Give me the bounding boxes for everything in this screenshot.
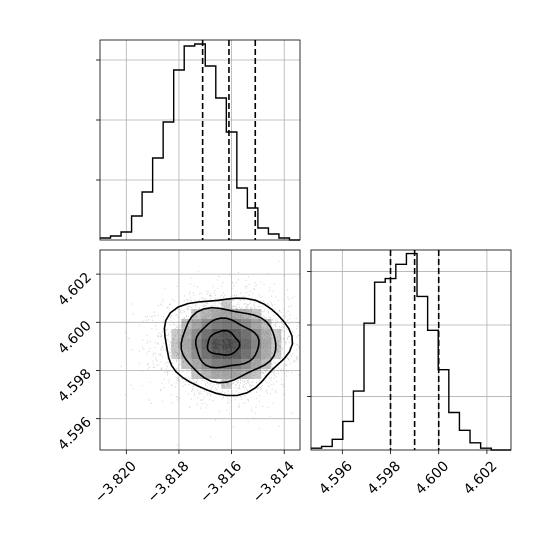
histogram-param-2 <box>311 252 511 451</box>
hist-panel-param-2: 4.596 4.598 4.600 4.602 <box>307 249 512 498</box>
contour-level-3 <box>180 306 277 384</box>
density-cell <box>201 308 212 319</box>
density-cell <box>251 358 262 369</box>
density-cell <box>231 328 242 339</box>
density-cell <box>231 368 242 379</box>
density-cell <box>221 368 232 379</box>
density-cell <box>231 318 242 329</box>
density-cell <box>211 338 222 349</box>
density-cell <box>221 318 232 329</box>
xtick-label-2-3: 4.602 <box>461 458 501 498</box>
density-cell <box>211 368 222 379</box>
density-cell <box>221 338 232 349</box>
contour-level-1 <box>206 329 241 356</box>
histogram-param-1 <box>100 43 300 241</box>
xtick-label-2-1: 4.598 <box>364 458 404 498</box>
density-cell <box>191 308 202 319</box>
density-cell <box>181 338 192 349</box>
density-cell <box>211 308 222 319</box>
density-cell <box>191 318 202 329</box>
density-cell <box>261 348 272 359</box>
density-cell <box>201 328 212 339</box>
xtick-label-2-0: 4.596 <box>316 458 356 498</box>
density-cell <box>271 348 282 359</box>
density-cell <box>221 348 232 359</box>
hist-panel-param-2-frame <box>310 249 512 451</box>
density-cell <box>221 378 232 389</box>
density-cell <box>211 328 222 339</box>
density-cell <box>221 358 232 369</box>
density-cell <box>241 358 252 369</box>
density-cell <box>181 318 192 329</box>
density-cell <box>231 358 242 369</box>
density-cell <box>171 328 182 339</box>
density-cell <box>221 298 232 309</box>
joint-xtick-label-1: −3.818 <box>145 458 193 506</box>
density-cell <box>191 348 202 359</box>
density-cell <box>201 358 212 369</box>
contour-level-2 <box>195 317 260 369</box>
density-cell <box>191 358 202 369</box>
scatter-panel-joint: −3.820 −3.818 −3.816 −3.814 4.596 4.598 4.600… <box>55 249 301 506</box>
hist-panel-param-1 <box>96 39 301 241</box>
density-cell <box>221 308 232 319</box>
density-cell <box>251 318 262 329</box>
scatter-panel-joint-frame <box>99 249 301 451</box>
density-cell <box>251 338 262 349</box>
density-cell <box>211 318 222 329</box>
density-cell <box>261 328 272 339</box>
density-cell <box>191 328 202 339</box>
density-cell <box>171 338 182 349</box>
density-cell <box>241 318 252 329</box>
density-cell <box>241 348 252 359</box>
density-cell <box>221 328 232 339</box>
density-cell <box>241 338 252 349</box>
density-cell <box>261 338 272 349</box>
density-cell <box>181 348 192 359</box>
joint-ytick-label-1: 4.598 <box>55 366 95 406</box>
density-cell <box>211 358 222 369</box>
density-cell <box>251 368 262 379</box>
joint-xtick-label-2: −3.816 <box>197 458 245 506</box>
density-cell <box>271 328 282 339</box>
joint-xtick-label-0: −3.820 <box>92 458 140 506</box>
joint-xtick-label-3: −3.814 <box>250 458 298 506</box>
contour-level-4 <box>163 297 294 397</box>
hist-panel-param-1-frame <box>99 39 301 241</box>
xtick-label-2-2: 4.600 <box>413 458 453 498</box>
density-cell <box>231 348 242 359</box>
density-cell <box>181 358 192 369</box>
density-cell <box>171 348 182 359</box>
density-cell <box>201 318 212 329</box>
density-cell <box>231 338 242 349</box>
density-cell <box>191 368 202 379</box>
density-cell <box>261 318 272 329</box>
joint-ytick-label-2: 4.600 <box>55 318 95 358</box>
joint-ytick-label-0: 4.596 <box>55 414 95 454</box>
density-cell <box>201 368 212 379</box>
density-cell <box>231 308 242 319</box>
density-cell <box>251 308 262 319</box>
density-cell <box>201 338 212 349</box>
density-cell <box>241 328 252 339</box>
density-cell <box>201 348 212 359</box>
joint-ytick-label-3: 4.602 <box>55 270 95 310</box>
density-cell <box>181 328 192 339</box>
